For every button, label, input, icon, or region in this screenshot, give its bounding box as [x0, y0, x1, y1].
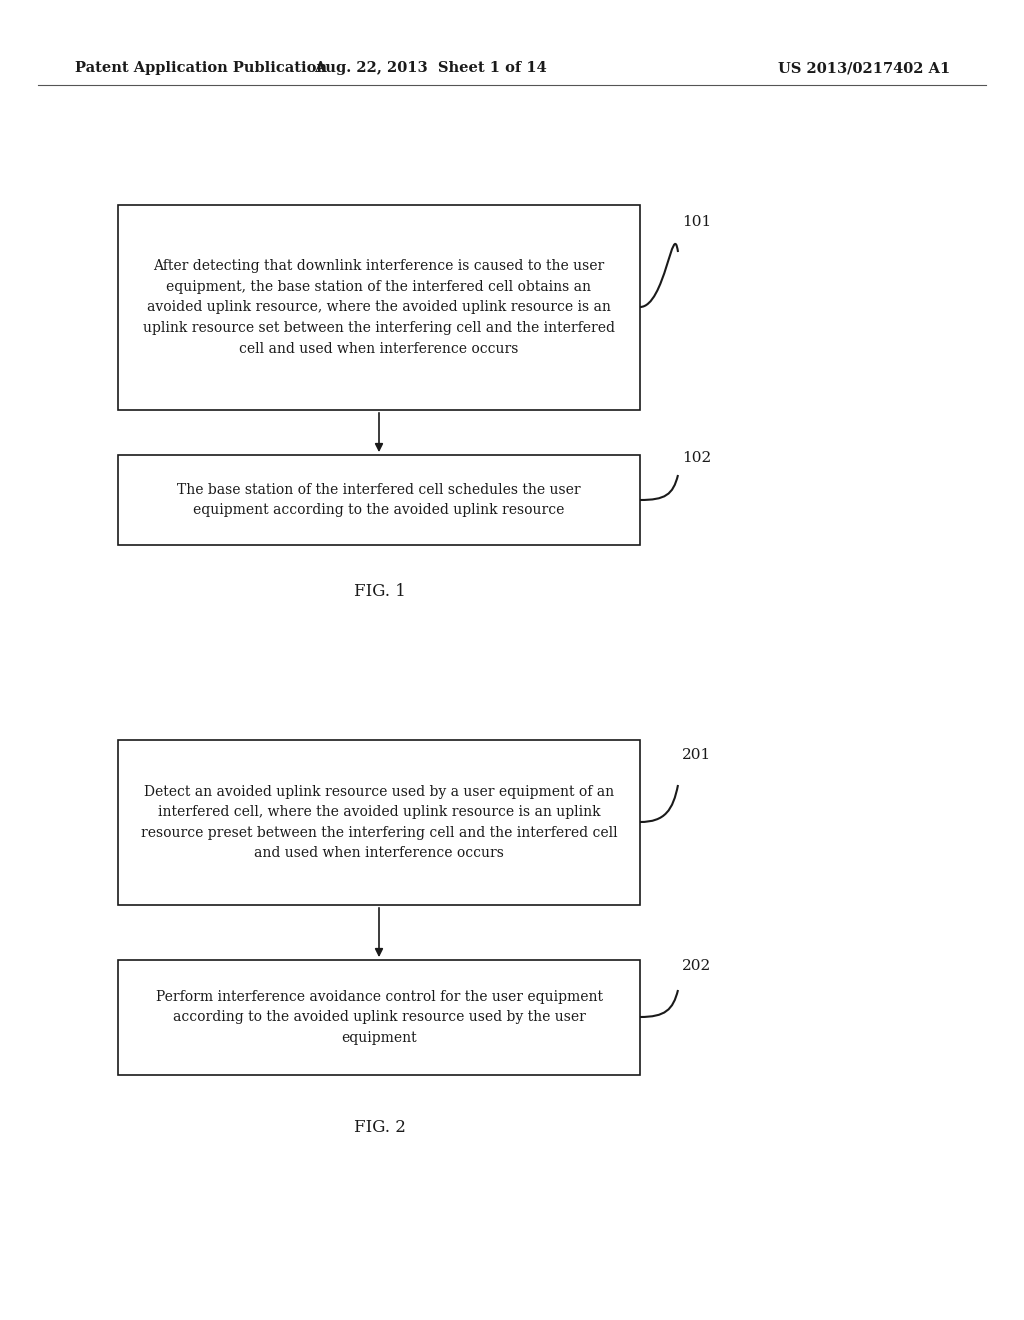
Text: Perform interference avoidance control for the user equipment
according to the a: Perform interference avoidance control f… [156, 990, 602, 1045]
Text: 101: 101 [682, 215, 712, 228]
Text: 102: 102 [682, 451, 712, 465]
Text: FIG. 1: FIG. 1 [354, 583, 406, 601]
Bar [118, 455, 640, 545]
Text: 202: 202 [682, 960, 712, 973]
Bar [118, 205, 640, 411]
Text: The base station of the interfered cell schedules the user
equipment according t: The base station of the interfered cell … [177, 483, 581, 517]
Bar [118, 960, 640, 1074]
Text: Aug. 22, 2013  Sheet 1 of 14: Aug. 22, 2013 Sheet 1 of 14 [313, 61, 547, 75]
Bar [118, 741, 640, 906]
Text: US 2013/0217402 A1: US 2013/0217402 A1 [778, 61, 950, 75]
Text: 201: 201 [682, 748, 712, 762]
Text: After detecting that downlink interference is caused to the user
equipment, the : After detecting that downlink interferen… [143, 259, 615, 355]
Text: Detect an avoided uplink resource used by a user equipment of an
interfered cell: Detect an avoided uplink resource used b… [140, 784, 617, 861]
Text: FIG. 2: FIG. 2 [354, 1119, 406, 1137]
Text: Patent Application Publication: Patent Application Publication [75, 61, 327, 75]
